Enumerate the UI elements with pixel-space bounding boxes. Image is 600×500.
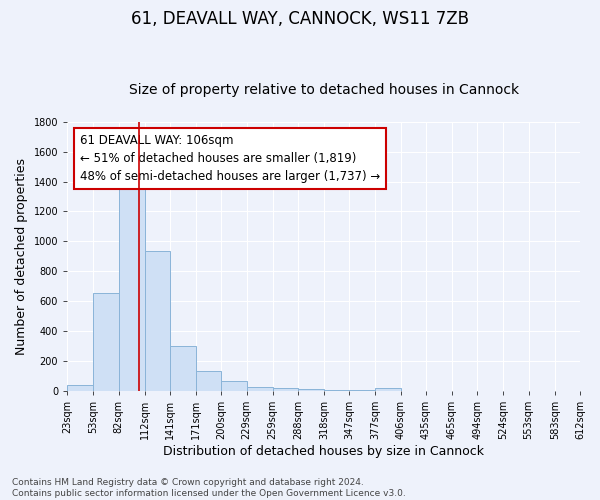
Bar	[119, 168, 145, 390]
Bar	[247, 387, 272, 390]
Bar	[170, 346, 196, 391]
Bar	[196, 371, 221, 390]
Bar	[145, 251, 170, 390]
Bar	[67, 386, 94, 390]
Title: Size of property relative to detached houses in Cannock: Size of property relative to detached ho…	[128, 83, 518, 97]
Bar	[94, 294, 119, 390]
Text: 61, DEAVALL WAY, CANNOCK, WS11 7ZB: 61, DEAVALL WAY, CANNOCK, WS11 7ZB	[131, 10, 469, 28]
Bar	[272, 388, 298, 390]
Bar	[376, 388, 401, 390]
X-axis label: Distribution of detached houses by size in Cannock: Distribution of detached houses by size …	[163, 444, 484, 458]
Bar	[221, 381, 247, 390]
Text: 61 DEAVALL WAY: 106sqm
← 51% of detached houses are smaller (1,819)
48% of semi-: 61 DEAVALL WAY: 106sqm ← 51% of detached…	[80, 134, 380, 183]
Text: Contains HM Land Registry data © Crown copyright and database right 2024.
Contai: Contains HM Land Registry data © Crown c…	[12, 478, 406, 498]
Y-axis label: Number of detached properties: Number of detached properties	[15, 158, 28, 354]
